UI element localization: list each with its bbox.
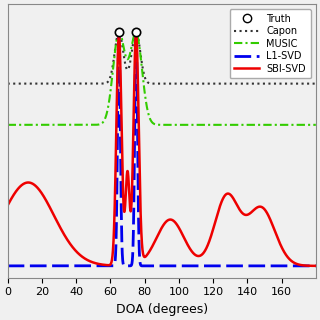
Capon <box>206 82 210 85</box>
Capon <box>259 82 263 85</box>
MUSIC <box>314 123 318 127</box>
MUSIC <box>206 123 210 127</box>
SBI-SVD <box>191 250 195 254</box>
Capon <box>62 82 66 85</box>
L1-SVD <box>259 264 263 268</box>
Capon <box>236 82 240 85</box>
SBI-SVD <box>259 205 263 209</box>
Capon <box>191 82 195 85</box>
Capon <box>6 82 10 85</box>
SBI-SVD <box>124 199 127 203</box>
Line: SBI-SVD: SBI-SVD <box>8 32 316 266</box>
SBI-SVD <box>62 232 66 236</box>
MUSIC <box>6 123 10 127</box>
L1-SVD <box>62 264 66 268</box>
L1-SVD <box>124 264 127 268</box>
L1-SVD <box>314 264 318 268</box>
L1-SVD <box>134 30 138 34</box>
L1-SVD <box>6 264 10 268</box>
SBI-SVD <box>206 242 210 246</box>
X-axis label: DOA (degrees): DOA (degrees) <box>116 303 208 316</box>
Legend: Truth, Capon, MUSIC, L1-SVD, SBI-SVD: Truth, Capon, MUSIC, L1-SVD, SBI-SVD <box>229 9 311 78</box>
SBI-SVD <box>314 264 318 268</box>
Capon <box>314 82 318 85</box>
MUSIC <box>124 53 127 57</box>
MUSIC <box>236 123 240 127</box>
Line: Capon: Capon <box>8 32 316 84</box>
Line: L1-SVD: L1-SVD <box>8 32 316 266</box>
SBI-SVD <box>6 204 10 207</box>
MUSIC <box>117 30 121 34</box>
MUSIC <box>191 123 195 127</box>
SBI-SVD <box>236 204 240 208</box>
MUSIC <box>259 123 263 127</box>
Capon <box>124 63 127 67</box>
MUSIC <box>62 123 66 127</box>
L1-SVD <box>206 264 210 268</box>
SBI-SVD <box>134 30 138 34</box>
L1-SVD <box>191 264 195 268</box>
Capon <box>134 30 138 34</box>
L1-SVD <box>236 264 240 268</box>
Line: MUSIC: MUSIC <box>8 32 316 125</box>
